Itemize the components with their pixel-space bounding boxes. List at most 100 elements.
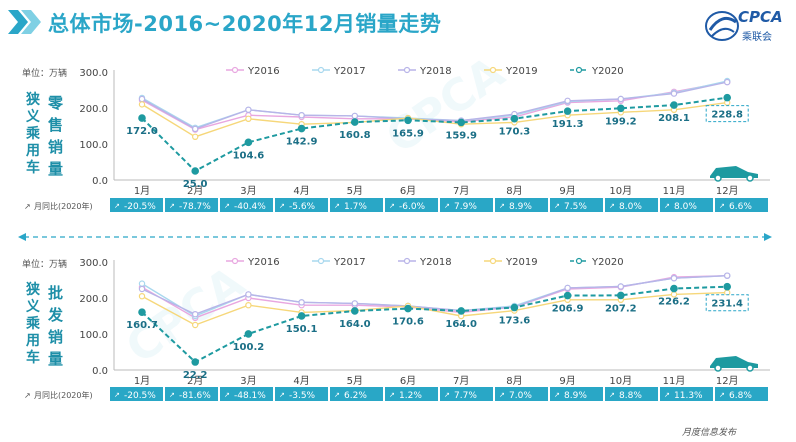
side-label-char: 狭 <box>25 281 41 298</box>
side-label-char: 乘 <box>25 315 41 332</box>
y-tick-label: 200.0 <box>79 294 108 305</box>
yoy-cell <box>495 387 548 401</box>
yoy-value: -5.6% <box>289 202 316 212</box>
side-label-char: 批 <box>48 284 63 302</box>
data-point <box>191 321 199 329</box>
trend-icon: ↗ <box>554 391 560 399</box>
data-point <box>138 293 146 300</box>
series-line-y2020 <box>141 285 728 364</box>
car-wheel-icon <box>746 364 754 372</box>
data-label: 208.1 <box>658 113 690 124</box>
yoy-cell <box>385 387 438 401</box>
x-tick-label: 4月 <box>293 375 309 387</box>
trend-icon: ↗ <box>114 391 120 399</box>
data-point <box>245 291 252 298</box>
legend-label: Y2019 <box>505 66 538 77</box>
logo-text: CPCA <box>738 8 783 26</box>
trend-icon: ↗ <box>499 391 505 399</box>
legend-label: Y2016 <box>247 66 280 77</box>
data-point <box>138 101 146 108</box>
y-tick-label: 300.0 <box>79 68 108 79</box>
y-tick-label: 200.0 <box>79 104 108 115</box>
yoy-value: 8.0% <box>674 202 697 212</box>
data-point <box>351 300 358 307</box>
legend-label: Y2020 <box>591 257 624 268</box>
yoy-value: -20.5% <box>124 202 156 212</box>
unit-label: 单位：万辆 <box>22 258 67 270</box>
data-point <box>350 118 359 126</box>
series-line-y2018 <box>141 274 728 315</box>
data-label: 170.6 <box>392 317 424 328</box>
x-tick-label: 1月 <box>134 375 150 387</box>
yoy-value: -40.4% <box>234 202 266 212</box>
trend-icon: ↗ <box>334 391 340 399</box>
data-point <box>457 118 466 127</box>
x-tick-label: 7月 <box>453 185 469 197</box>
trend-icon: ↗ <box>224 391 230 399</box>
side-label-char: 义 <box>26 298 40 315</box>
legend-label: Y2019 <box>505 257 538 268</box>
yoy-value: -48.1% <box>234 391 266 401</box>
side-label-char: 乘 <box>25 125 41 142</box>
car-icon <box>710 356 758 368</box>
data-label: 170.3 <box>499 127 531 138</box>
car-wheel-icon <box>714 174 722 182</box>
x-tick-label: 10月 <box>609 185 632 197</box>
data-label: 164.0 <box>339 319 371 330</box>
legend-label: Y2018 <box>419 257 452 268</box>
trend-icon: ↗ <box>444 391 450 399</box>
legend-label: Y2018 <box>419 66 452 77</box>
x-tick-label: 8月 <box>506 375 522 387</box>
data-point <box>617 95 625 103</box>
y-tick-label: 100.0 <box>79 140 108 151</box>
data-point <box>138 95 146 103</box>
arrow-right-icon <box>764 233 772 241</box>
trend-icon: ↗ <box>609 391 615 399</box>
data-point <box>616 104 625 113</box>
data-point <box>404 304 412 313</box>
legend-marker <box>575 66 583 74</box>
data-point <box>191 133 199 140</box>
yoy-value: 7.5% <box>564 202 587 212</box>
data-point <box>457 307 466 315</box>
data-point <box>670 90 678 97</box>
data-point <box>723 282 732 291</box>
x-tick-label: 3月 <box>240 185 256 197</box>
yoy-value: -78.7% <box>179 202 211 212</box>
data-point <box>138 308 146 316</box>
yoy-cell <box>275 198 328 212</box>
car-wheel-icon <box>746 174 754 182</box>
data-point <box>297 312 306 320</box>
side-label-char: 用 <box>26 333 40 349</box>
yoy-cell <box>110 198 163 212</box>
logo-subtitle: 乘联会 <box>742 32 772 43</box>
yoy-cell <box>660 387 713 401</box>
data-point <box>191 125 199 133</box>
data-point <box>245 115 252 123</box>
side-label-char: 用 <box>26 143 40 159</box>
data-label: 160.7 <box>126 320 158 331</box>
yoy-cell <box>715 198 768 212</box>
car-wheel-icon <box>714 364 722 372</box>
x-tick-label: 1月 <box>134 185 150 197</box>
x-tick-label: 11月 <box>663 185 686 197</box>
trend-icon: ↗ <box>24 202 31 211</box>
yoy-cell <box>330 387 383 401</box>
data-point <box>244 330 253 338</box>
page-title: 总体市场-2016~2020年12月销量走势 <box>48 12 442 36</box>
trend-icon: ↗ <box>719 202 725 210</box>
data-point <box>298 111 305 119</box>
data-point <box>670 284 678 293</box>
trend-icon: ↗ <box>499 202 505 210</box>
yoy-label: 月同比(2020年) <box>34 201 93 211</box>
yoy-cell <box>330 198 383 212</box>
data-point <box>138 285 146 293</box>
yoy-value: -20.5% <box>124 391 156 401</box>
side-label-char: 售 <box>48 116 63 134</box>
data-label: 173.6 <box>499 316 531 327</box>
y-tick-label: 0.0 <box>92 176 108 187</box>
data-point <box>191 358 200 366</box>
highlight-box <box>705 105 749 123</box>
data-point <box>404 116 412 125</box>
